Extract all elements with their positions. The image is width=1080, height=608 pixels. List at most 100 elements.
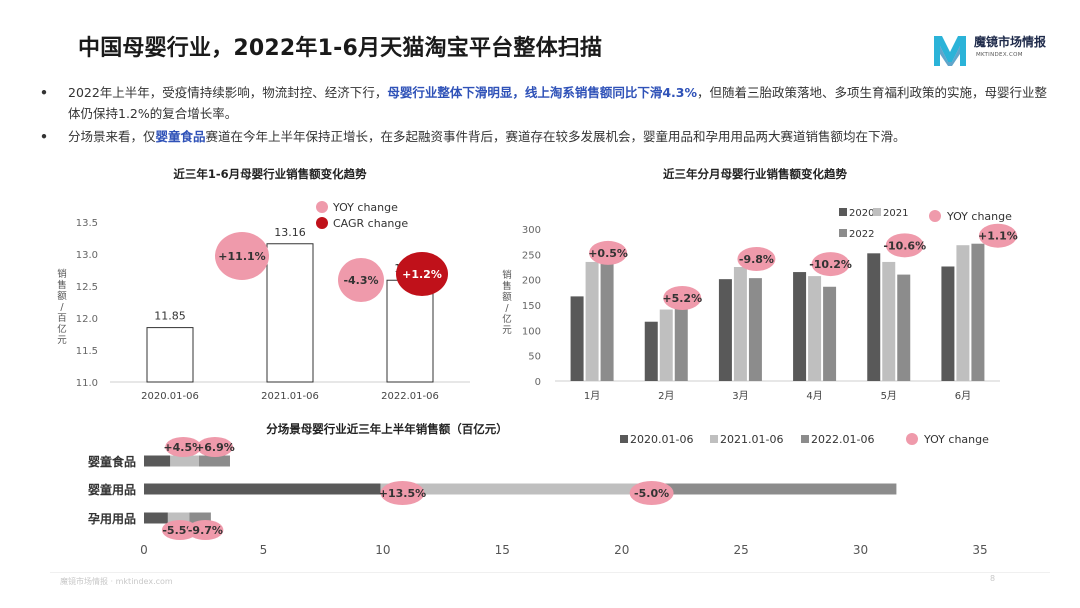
x-tick-label: 1月 [584,390,600,402]
x-tick-label: 25 [734,543,749,557]
bullet-text: 赛道在今年上半年保持正增长，在多起融资事件背后，赛道存在较多发展机会，婴童用品和… [205,129,906,144]
yoy-annotation-label: -9.7% [188,524,223,537]
x-tick-label: 6月 [955,390,971,402]
y-tick-label: 0 [535,377,541,388]
chart-segment-sales: 分场景母婴行业近三年上半年销售额（百亿元） 0 5 10 15 20 25 30 35 婴童食品 +… [88,422,989,557]
y-tick-label: 250 [522,250,541,261]
logo-name: 魔镜市场情报 [974,35,1047,49]
x-tick-label: 3月 [732,390,748,402]
bullet-dot: • [40,129,48,144]
bar-2022.01-06 [198,455,230,467]
legend-marker [929,210,941,222]
bar-2021.01-06 [380,483,646,495]
x-tick-label: 30 [853,543,868,557]
y-axis-label: 亿 [57,323,67,335]
yoy-annotation-label: -10.2% [809,258,852,271]
y-tick-label: 11.0 [76,378,98,389]
bar-2020.01-06 [144,455,171,467]
bar [146,327,194,383]
bar-2022 [674,306,688,381]
bar-value-label: 13.16 [274,226,306,239]
x-tick-label: 20 [614,543,629,557]
x-tick-label: 5 [260,543,268,557]
yoy-annotation-label: +11.1% [218,250,265,263]
yoy-annotation-label: -4.3% [343,274,378,287]
bar-2022.01-06 [189,512,211,524]
bar-2021.01-06 [167,512,190,524]
legend-label: 2020 [849,208,874,219]
y-tick-label: 13.5 [76,218,98,229]
y-axis-label: 售 [502,280,512,292]
yoy-annotation-bubble [187,520,224,540]
yoy-annotation-label: +1.1% [978,230,1018,243]
x-tick-label: 2022.01-06 [381,391,439,402]
yoy-annotation-label: +0.5% [588,247,628,260]
yoy-annotation-bubble [338,258,384,302]
bullet-text: 2022年上半年，受疫情持续影响，物流封控、经济下行， [68,85,388,100]
y-axis-label: 亿 [502,313,512,325]
y-tick-label: 12.0 [76,314,98,325]
y-axis-label: / [505,303,509,314]
bar-2021 [659,309,673,381]
brand-logo: 魔镜市场情报 MKTINDEX.COM [930,30,1050,70]
legend-label: 2021.01-06 [720,433,783,446]
cagr-annotation-label: +1.2% [402,268,442,281]
bar-2022 [823,286,837,381]
x-tick-label: 10 [375,543,390,557]
legend-label: CAGR change [333,217,408,230]
legend-marker [316,217,328,229]
y-axis-label: 售 [57,279,67,291]
y-axis-label: 百 [57,313,67,324]
x-tick-label: 35 [972,543,987,557]
x-tick-label: 2021.01-06 [261,391,319,402]
bar [386,279,434,383]
bar-2020.01-06 [144,512,168,524]
legend-label: YOY change [946,210,1012,223]
yoy-annotation-bubble [196,437,233,457]
yoy-annotation-label: -10.6% [883,239,926,252]
bar-2020.01-06 [144,483,381,495]
yoy-annotation-bubble [978,223,1017,248]
bar [266,243,314,383]
bar-2022.01-06 [645,483,897,495]
bullet-text: 分场景来看，仅 [68,129,156,144]
page-number: 8 [990,574,996,583]
footer-divider [50,572,1050,573]
bar-2020 [867,253,881,381]
yoy-annotation-label: -5.0% [634,487,669,500]
bar-2020 [570,296,584,381]
chart-title: 近三年分月母婴行业销售额变化趋势 [663,167,847,181]
y-tick-label: 12.5 [76,282,98,293]
legend-marker [316,201,328,213]
chart-half-year-trend: 近三年1-6月母婴行业销售额变化趋势 11.0 11.5 12.0 12.5 13.0 13… [57,167,470,402]
yoy-annotation-label: -9.8% [739,253,774,266]
legend-marker [839,229,847,237]
yoy-annotation-label: +6.9% [195,441,235,454]
yoy-annotation-label: +5.2% [662,292,702,305]
legend-marker [839,208,847,216]
yoy-annotation-bubble [215,232,269,280]
bar-2020 [793,272,807,381]
x-tick-label: 2020.01-06 [141,391,199,402]
category-label: 婴童用品 [88,482,136,497]
legend-label: YOY change [332,201,398,214]
x-tick-label: 0 [140,543,148,557]
bullet-dot: • [40,85,48,100]
y-axis-label: 销 [57,268,67,280]
bar-2021 [585,261,599,381]
bullet-text: ，但随着三胎政策落地、多项生育福利政策的实施，母婴行业整体仍保持1.2%的复合增… [68,85,1048,121]
legend-marker [906,433,918,445]
bar-2020 [718,279,732,381]
yoy-annotation-bubble [885,233,924,258]
yoy-annotation-bubble [811,252,850,277]
legend-marker [873,208,881,216]
yoy-annotation-label: +4.5% [163,441,203,454]
category-label: 婴童食品 [88,454,136,469]
bar-2021.01-06 [170,455,199,467]
x-tick-label: 5月 [881,390,897,402]
bar-value-label: 11.85 [154,310,186,323]
bar-2020 [941,266,955,381]
logo-m-icon [934,36,966,66]
yoy-annotation-label: +13.5% [379,487,426,500]
y-tick-label: 150 [522,301,541,312]
